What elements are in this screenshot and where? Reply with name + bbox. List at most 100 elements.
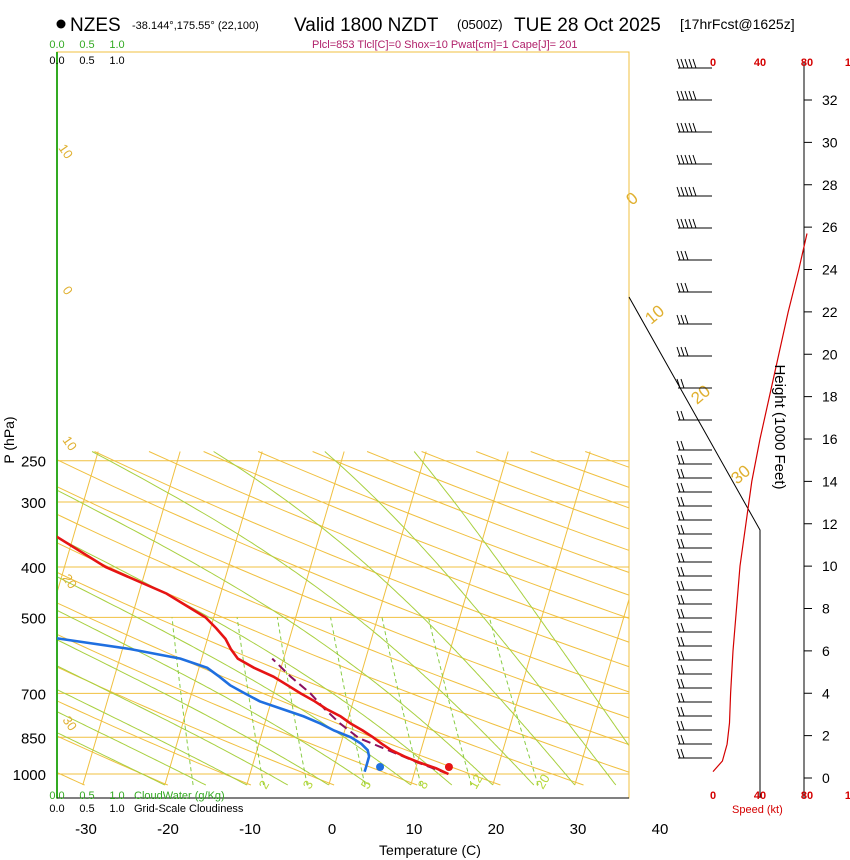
wind-barb-feather xyxy=(680,122,685,133)
wind-barb-feather xyxy=(680,440,685,451)
height-tick-label: 8 xyxy=(822,601,830,617)
wind-barb xyxy=(676,378,712,389)
wind-barb-feather xyxy=(680,510,685,521)
wind-barb-feather xyxy=(680,154,685,165)
height-tick-label: 6 xyxy=(822,643,830,659)
dry-adiabat xyxy=(312,451,629,573)
header: NZES -38.144°,175.55° (22,100) Valid 180… xyxy=(56,15,795,51)
surface-dewpoint-dot xyxy=(376,763,385,771)
wind-barb xyxy=(676,622,712,633)
forecast-info: [17hrFcst@1625z] xyxy=(680,16,795,32)
wind-barb xyxy=(676,250,712,261)
wind-barb-feather xyxy=(680,748,685,759)
wind-barb-feather xyxy=(680,378,685,389)
wind-barb-feather xyxy=(676,594,681,605)
wind-barb xyxy=(676,650,712,661)
moist-adiabat xyxy=(213,451,576,786)
wind-barb-feather xyxy=(676,510,681,521)
cloud-water-scale-top: 0.0 xyxy=(49,39,64,51)
speed-tick-top: 120 xyxy=(845,57,850,69)
wind-barb xyxy=(676,608,712,619)
isotherm xyxy=(82,451,181,786)
dry-adiabat-label: 30 xyxy=(60,713,81,733)
wind-barb-feather xyxy=(676,538,681,549)
moist-adiabat xyxy=(324,451,617,786)
pressure-axis-label: P (hPa) xyxy=(1,416,17,463)
temperature-tick-label: 40 xyxy=(652,821,669,838)
wind-barb-feather xyxy=(680,692,685,703)
wind-barb xyxy=(676,538,712,549)
height-tick-label: 20 xyxy=(822,346,838,362)
wind-barb xyxy=(676,314,712,325)
isotherm xyxy=(328,451,427,786)
valid-date: TUE 28 Oct 2025 xyxy=(514,15,661,36)
wind-barb-feather xyxy=(676,678,681,689)
wind-barb-feather xyxy=(676,90,681,101)
height-tick-label: 14 xyxy=(822,473,838,489)
wind-barb-feather xyxy=(684,218,689,229)
wind-barb-feather xyxy=(680,482,685,493)
temperature-tick-label: 0 xyxy=(328,821,336,838)
dry-adiabat xyxy=(57,633,418,786)
grid-lines xyxy=(57,451,629,786)
speed-tick-bottom: 120 xyxy=(845,790,850,802)
wind-barb xyxy=(676,410,712,421)
dry-adiabat xyxy=(57,542,629,773)
profiles xyxy=(57,535,453,776)
speed-tick-bottom: 80 xyxy=(801,790,813,802)
wind-barb-feather xyxy=(688,58,693,69)
wind-barb-feather xyxy=(680,58,685,69)
wind-barb xyxy=(676,496,712,507)
wind-barb-feather xyxy=(676,636,681,647)
wind-barb-feather xyxy=(680,218,685,229)
wind-barb-feather xyxy=(676,468,681,479)
dry-adiabat xyxy=(57,666,335,786)
speed-tick-bottom: 40 xyxy=(754,790,766,802)
wind-barb-feather xyxy=(692,122,697,133)
height-tick-label: 0 xyxy=(822,770,830,786)
temperature-tick-label: -30 xyxy=(75,821,97,838)
wind-barb xyxy=(676,218,712,229)
wind-barb xyxy=(676,122,712,133)
wind-barb-feather xyxy=(680,734,685,745)
mixing-ratio-label: 20 xyxy=(533,771,553,791)
wind-barb xyxy=(676,580,712,591)
moist-adiabat-label: 0 xyxy=(622,188,641,209)
moist-adiabat-label: 30 xyxy=(727,461,754,488)
wind-barb-feather xyxy=(680,410,685,421)
mixing-ratio-line xyxy=(381,617,422,786)
pressure-tick-label: 700 xyxy=(21,686,46,703)
cloud-water-scale-top: 1.0 xyxy=(109,39,124,51)
wind-barb xyxy=(676,594,712,605)
height-tick-label: 4 xyxy=(822,685,830,701)
wind-barb-feather xyxy=(680,468,685,479)
pressure-tick-label: 1000 xyxy=(13,767,46,784)
wind-barb-feather xyxy=(676,282,681,293)
temperature-axis: -30 -20 -10 0 10 20 30 40 xyxy=(75,821,668,838)
wind-barb-feather xyxy=(680,314,685,325)
wind-barb-feather xyxy=(676,378,681,389)
moist-adiabat xyxy=(413,451,629,747)
wind-barb-feather xyxy=(688,186,693,197)
dry-adiabat-label: 20 xyxy=(60,571,81,591)
wind-barb-feather xyxy=(676,454,681,465)
profile-lines xyxy=(57,535,449,776)
wind-barb-feather xyxy=(680,636,685,647)
pressure-tick-label: 250 xyxy=(21,454,46,471)
wind-barb-feather xyxy=(676,314,681,325)
wind-barb-feather xyxy=(680,552,685,563)
mixing-ratio-label: 2 xyxy=(256,778,273,792)
station-coords: -38.144°,175.55° (22,100) xyxy=(132,20,259,32)
dry-adiabat-label: 0 xyxy=(60,283,76,298)
wind-barb-feather xyxy=(676,58,681,69)
wind-barb-feather xyxy=(676,580,681,591)
wind-barb-feather xyxy=(676,552,681,563)
height-tick-label: 16 xyxy=(822,431,838,447)
valid-time: Valid 1800 NZDT xyxy=(294,15,439,36)
wind-barb-feather xyxy=(680,90,685,101)
speed-tick-bottom: 0 xyxy=(710,790,716,802)
dry-adiabat xyxy=(57,486,629,719)
wind-barb-feather xyxy=(680,706,685,717)
wind-barb-feather xyxy=(676,410,681,421)
